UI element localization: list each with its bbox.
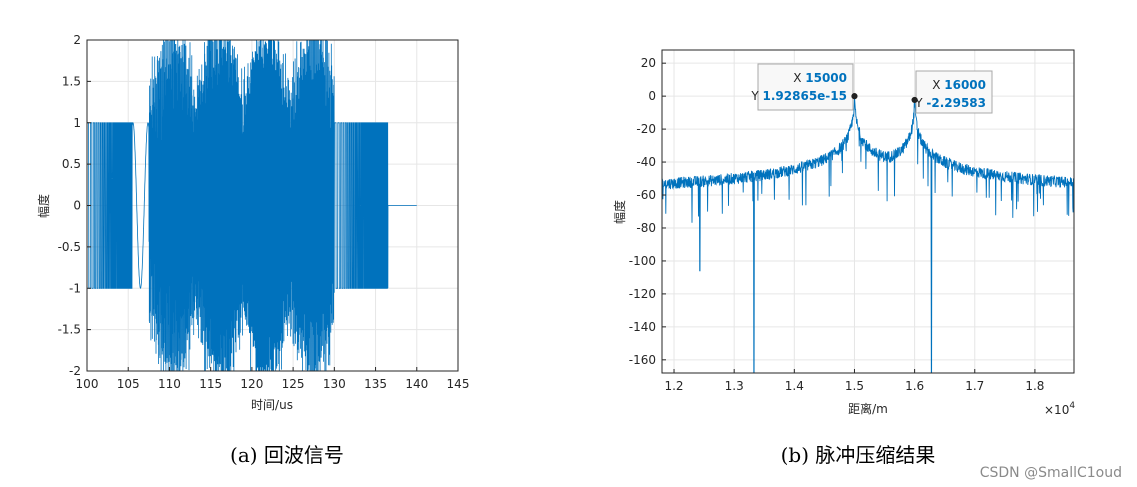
- watermark: CSDN @SmallC1oud: [980, 465, 1122, 481]
- caption-a: (a) 回波信号: [230, 443, 344, 467]
- x-tick-label: 125: [282, 377, 305, 391]
- datatip-y: Y 1.92865e-15: [750, 89, 847, 103]
- x-tick-label: 145: [447, 377, 470, 391]
- echo-signal-chart: 100 105 110 115 120 125 130 135 140 145-2-1.5-1-0…: [36, 33, 470, 467]
- datatip-x: X 16000: [932, 78, 986, 92]
- compression-line: [662, 96, 1074, 373]
- ticks-b: 1.2 1.3 1.4 1.5 1.6 1.7 1.8 -160 -140 -120 -100 -80…: [629, 56, 1045, 393]
- x-tick-label: 130: [323, 377, 346, 391]
- datatip-marker[interactable]: [851, 93, 858, 100]
- x-tick-label: 1.3: [725, 379, 744, 393]
- datatip-x-value: 16000: [944, 78, 986, 92]
- y-tick-label: -120: [629, 287, 656, 301]
- y-tick-label: -2: [69, 364, 81, 378]
- datatip-y-value: -2.29583: [926, 96, 986, 110]
- datatip-y-label: Y: [750, 89, 762, 103]
- y-tick-label: -140: [629, 320, 656, 334]
- x-tick-label: 1.2: [664, 379, 683, 393]
- x-exponent-power: 4: [1069, 401, 1075, 411]
- x-axis-label-a: 时间/us: [251, 398, 293, 412]
- y-tick-label: -40: [636, 155, 656, 169]
- x-tick-label: 115: [199, 377, 222, 391]
- x-tick-label: 120: [240, 377, 263, 391]
- signal-trace: [87, 40, 417, 371]
- datatip-box: [757, 63, 854, 111]
- x-tick-label: 100: [76, 377, 99, 391]
- x-axis-label-b: 距离/m: [848, 401, 888, 416]
- y-tick-label: 1: [73, 116, 81, 130]
- ticks-a: 100 105 110 115 120 125 130 135 140 145-2-1.5-1-0…: [58, 33, 470, 391]
- y-tick-label: -0.5: [58, 240, 81, 254]
- y-tick-label: -1.5: [58, 323, 81, 337]
- datatip-x-label: X: [793, 71, 805, 85]
- y-tick-label: -1: [69, 281, 81, 295]
- x-tick-label: 135: [364, 377, 387, 391]
- caption-b: (b) 脉冲压缩结果: [781, 443, 936, 467]
- datatip-x: X 15000: [793, 71, 847, 85]
- datatips: X 15000 Y 1.92865e-15 X 16000 Y -2.29583: [750, 63, 993, 114]
- x-tick-label: 1.8: [1025, 379, 1044, 393]
- x-tick-label: 105: [117, 377, 140, 391]
- plot-area-b: [662, 50, 1074, 373]
- y-tick-label: -160: [629, 353, 656, 367]
- datatip-y-value: 1.92865e-15: [763, 89, 847, 103]
- x-tick-label: 110: [158, 377, 181, 391]
- y-tick-label: -100: [629, 254, 656, 268]
- y-axis-label-a: 幅度: [36, 194, 51, 218]
- x-tick-label: 1.6: [905, 379, 924, 393]
- datatip[interactable]: X 15000 Y 1.92865e-15: [750, 63, 858, 111]
- x-exponent-base: ×104: [1044, 401, 1075, 417]
- x-tick-label: 1.5: [845, 379, 864, 393]
- y-tick-label: 1.5: [62, 74, 81, 88]
- y-tick-label: -80: [636, 221, 656, 235]
- y-tick-label: 0.5: [62, 157, 81, 171]
- datatip-x-value: 15000: [805, 71, 847, 85]
- pulse-compression-chart: 1.2 1.3 1.4 1.5 1.6 1.7 1.8 -160 -140 -120 -100 -80…: [612, 49, 1075, 467]
- datatip-y: Y -2.29583: [914, 96, 986, 110]
- y-tick-label: 0: [73, 199, 81, 213]
- x-tick-label: 140: [405, 377, 428, 391]
- datatip[interactable]: X 16000 Y -2.29583: [911, 70, 993, 114]
- y-tick-label: 20: [641, 56, 656, 70]
- y-tick-label: 0: [648, 89, 656, 103]
- y-tick-label: -20: [636, 122, 656, 136]
- datatip-box: [915, 70, 993, 114]
- y-tick-label: 2: [73, 33, 81, 47]
- signal-line: [87, 40, 417, 371]
- y-tick-label: -60: [636, 188, 656, 202]
- y-axis-label-b: 幅度: [612, 200, 627, 224]
- x-tick-label: 1.7: [965, 379, 984, 393]
- axes-box-b: [661, 49, 1075, 374]
- x-tick-label: 1.4: [785, 379, 804, 393]
- compression-trace: [662, 96, 1074, 373]
- datatip-marker[interactable]: [911, 96, 918, 104]
- datatip-x-label: X: [932, 78, 944, 92]
